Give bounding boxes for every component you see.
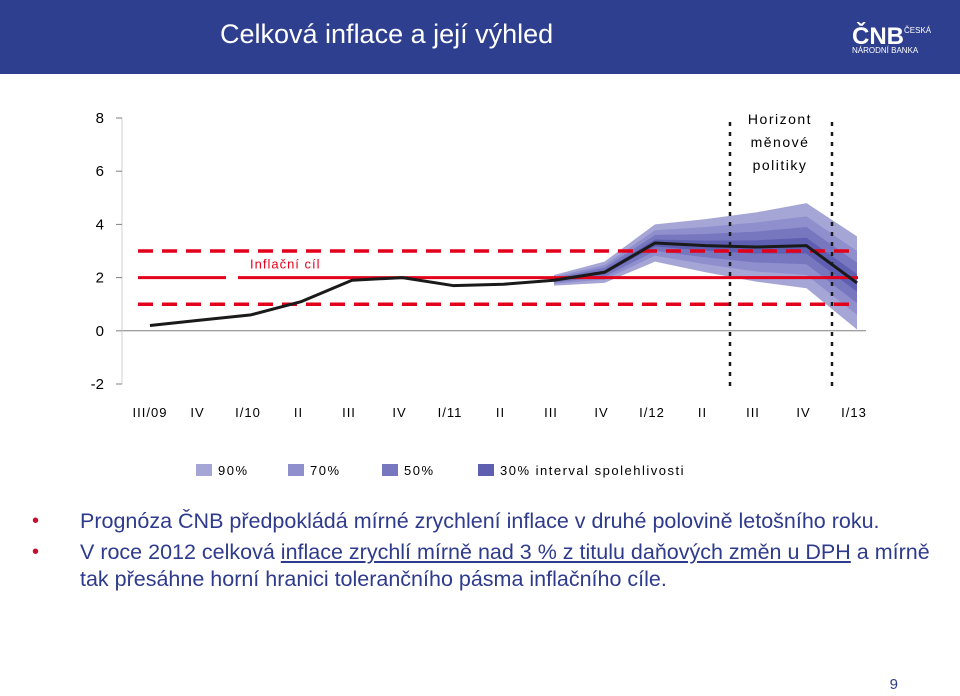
y-tick-label: 8 xyxy=(96,110,104,127)
x-tick-label: II xyxy=(294,405,303,420)
legend-swatch xyxy=(196,464,212,476)
x-tick-label: I/12 xyxy=(639,405,665,420)
x-tick-label: IV xyxy=(594,405,608,420)
fan-bands xyxy=(554,203,857,330)
legend-label: 70% xyxy=(310,463,341,478)
legend: 90% 70% 50% 30% interval spolehlivosti xyxy=(196,463,685,478)
bullet-dot: • xyxy=(32,541,40,563)
page-title: Celková inflace a její výhled xyxy=(220,19,554,49)
y-tick-label: 0 xyxy=(96,323,104,340)
inflation-line xyxy=(149,241,858,327)
svg-text:ČESKÁ: ČESKÁ xyxy=(904,26,932,35)
horizon-label: Horizont xyxy=(748,111,812,127)
bullet-item: • Prognóza ČNB předpokládá mírné zrychle… xyxy=(30,508,930,535)
svg-text:NÁRODNÍ BANKA: NÁRODNÍ BANKA xyxy=(852,46,919,55)
x-tick-label: IV xyxy=(190,405,204,420)
x-tick-label: III xyxy=(544,405,558,420)
horizon-label: politiky xyxy=(753,157,808,173)
legend-swatch xyxy=(382,464,398,476)
y-tick-label: -2 xyxy=(91,376,104,393)
chart-axes xyxy=(116,117,866,385)
policy-horizon xyxy=(728,122,834,386)
svg-text:ČNB: ČNB xyxy=(852,22,904,50)
y-tick-label: 4 xyxy=(96,216,104,233)
bullet-dot: • xyxy=(32,510,40,532)
legend-swatch xyxy=(478,464,494,476)
x-tick-label: I/10 xyxy=(235,405,261,420)
cnb-logo-icon: ČNB ČESKÁ NÁRODNÍ BANKA xyxy=(852,22,932,55)
x-tick-label: III/09 xyxy=(133,405,168,420)
y-tick-label: 6 xyxy=(96,163,104,180)
target-lines xyxy=(138,249,858,306)
bullet-text-part: a mírně tak přesáhne horní hranici toler… xyxy=(80,540,930,591)
x-tick-label: I/13 xyxy=(841,405,867,420)
legend-swatch xyxy=(288,464,304,476)
bullet-item: • V roce 2012 celková inflace zrychlí mí… xyxy=(30,539,930,593)
x-tick-label: I/11 xyxy=(438,405,463,420)
x-tick-label: II xyxy=(496,405,505,420)
y-tick-label: 2 xyxy=(96,270,104,287)
header-bar: Celková inflace a její výhled ČNB ČESKÁ … xyxy=(0,0,960,74)
bullet-list: • Prognóza ČNB předpokládá mírné zrychle… xyxy=(30,508,930,597)
x-tick-label: II xyxy=(698,405,707,420)
inflation-series xyxy=(149,241,858,327)
legend-label: 50% xyxy=(404,463,435,478)
x-tick-label: III xyxy=(342,405,356,420)
x-tick-label: IV xyxy=(796,405,810,420)
x-tick-label: III xyxy=(746,405,760,420)
horizon-label: měnové xyxy=(751,134,810,150)
legend-label: 30% interval spolehlivosti xyxy=(500,463,685,478)
page-number: 9 xyxy=(889,676,898,693)
bullet-text-link[interactable]: inflace zrychlí mírně nad 3 % z titulu d… xyxy=(280,540,851,564)
bullet-text: Prognóza ČNB předpokládá mírné zrychlení… xyxy=(80,509,880,533)
legend-label: 90% xyxy=(218,463,249,478)
fan-band xyxy=(554,237,857,292)
x-tick-label: IV xyxy=(392,405,406,420)
target-label: Inflační cíl xyxy=(250,257,321,272)
bullet-text-part: V roce 2012 celková xyxy=(80,540,281,564)
